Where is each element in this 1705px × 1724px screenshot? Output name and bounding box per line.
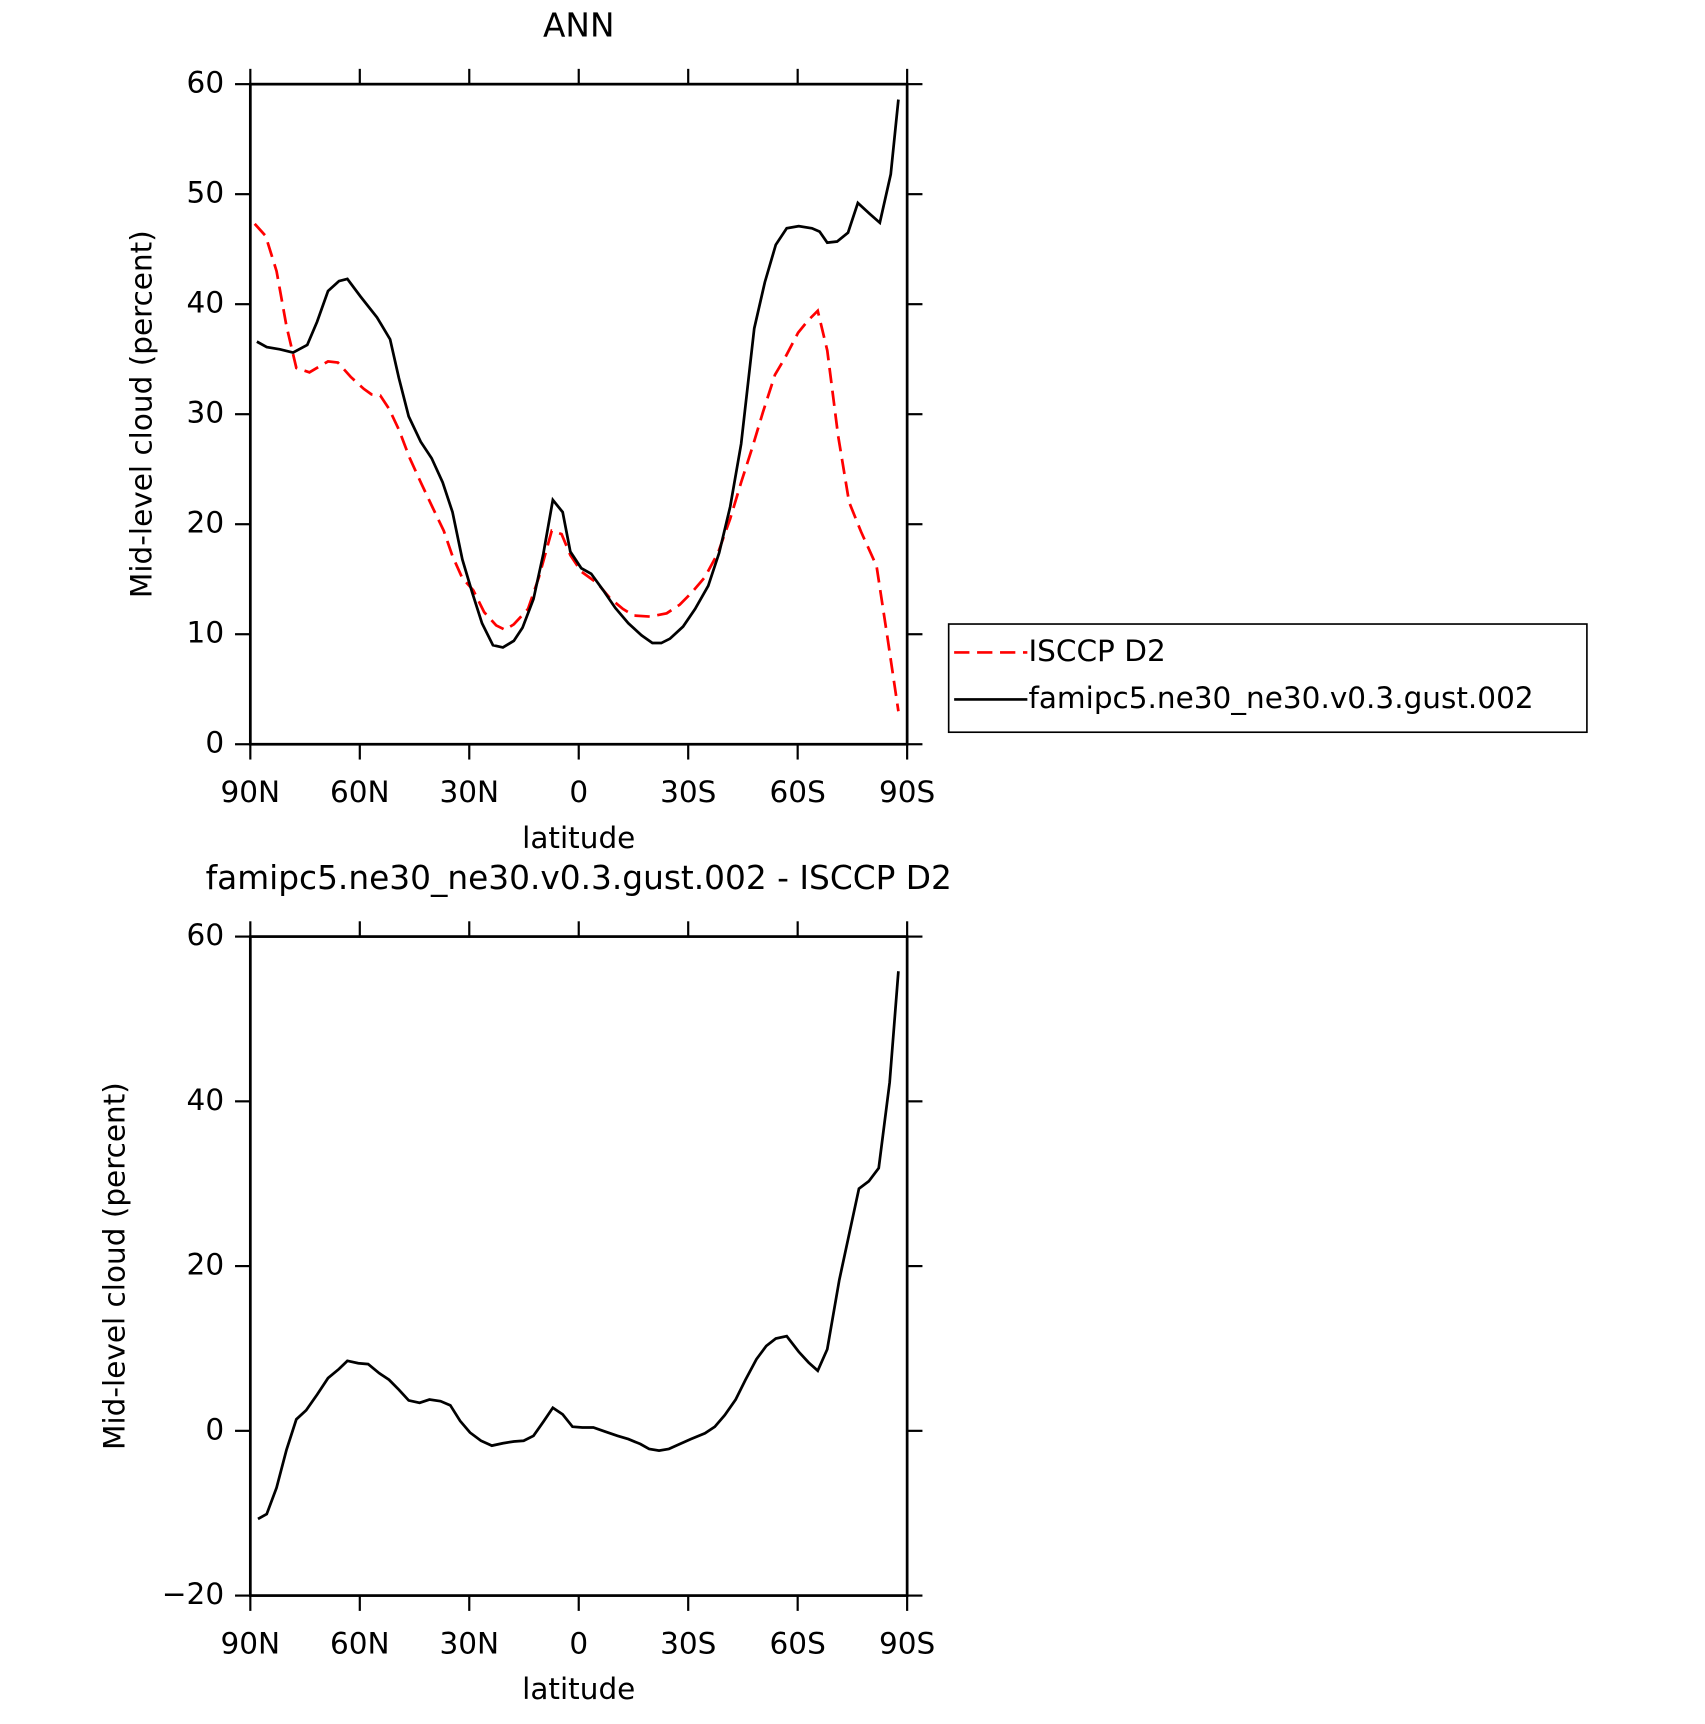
y-tick-label: 10 [187, 616, 225, 650]
legend-label: ISCCP D2 [1028, 634, 1165, 668]
chart-title: famipc5.ne30_ne30.v0.3.gust.002 - ISCCP … [206, 859, 952, 897]
x-tick-label: 60N [330, 775, 390, 809]
y-axis-label: Mid-level cloud (percent) [125, 230, 159, 598]
y-tick-label: 60 [187, 66, 225, 100]
x-tick-label: 60S [770, 775, 826, 809]
y-axis-label: Mid-level cloud (percent) [97, 1082, 131, 1450]
y-tick-label: 20 [187, 506, 225, 540]
data-line [256, 99, 900, 649]
y-tick-label: 0 [205, 726, 224, 760]
plot-frame [248, 82, 909, 746]
legend-box [947, 623, 1588, 734]
x-tick-label: 0 [569, 775, 588, 809]
x-tick-label: 90S [879, 1626, 935, 1660]
x-axis-label: latitude [522, 821, 635, 855]
x-tick-label: 0 [569, 1626, 588, 1660]
plot-frame [248, 935, 909, 1597]
y-tick-label: 40 [187, 286, 225, 320]
data-line [253, 222, 900, 712]
y-tick-label: 60 [187, 918, 225, 952]
y-tick-label: 20 [187, 1248, 225, 1282]
x-tick-label: 30S [660, 775, 716, 809]
x-tick-label: 30N [439, 775, 499, 809]
x-tick-label: 90N [221, 1626, 281, 1660]
x-tick-label: 60S [770, 1626, 826, 1660]
x-tick-label: 30N [439, 1626, 499, 1660]
x-tick-label: 30S [660, 1626, 716, 1660]
x-tick-label: 60N [330, 1626, 390, 1660]
y-tick-label: 40 [187, 1083, 225, 1117]
y-tick-label: 50 [187, 176, 225, 210]
x-tick-label: 90N [221, 775, 281, 809]
x-tick-label: 90S [879, 775, 935, 809]
chart-title: ANN [543, 6, 614, 44]
x-axis-label: latitude [522, 1672, 635, 1706]
data-line [257, 971, 900, 1521]
y-tick-label: −20 [162, 1577, 224, 1611]
y-tick-label: 0 [205, 1412, 224, 1446]
y-tick-label: 30 [187, 396, 225, 430]
legend-label: famipc5.ne30_ne30.v0.3.gust.002 [1028, 681, 1533, 715]
